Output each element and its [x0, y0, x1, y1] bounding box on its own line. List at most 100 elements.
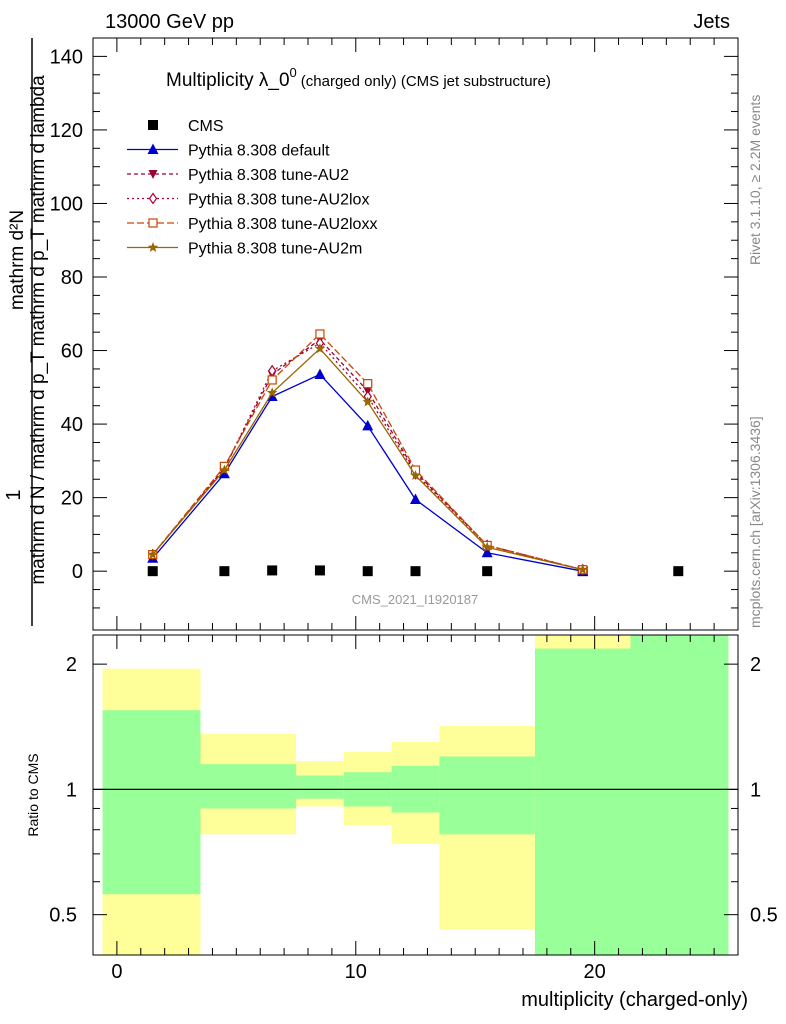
series-line — [152, 347, 583, 571]
ratio-y-tick-label-right: 1 — [750, 779, 761, 801]
series-line — [152, 373, 583, 572]
series-line — [152, 338, 583, 571]
legend-entry: Pythia 8.308 tune-AU2lox — [127, 192, 369, 209]
legend-entry: Pythia 8.308 default — [127, 143, 330, 160]
ratio-band-inner — [534, 648, 631, 955]
series-3 — [148, 337, 587, 576]
legend-entry: Pythia 8.308 tune-AU2loxx — [127, 216, 377, 233]
header-energy-label: 13000 GeV pp — [105, 11, 234, 33]
data-point — [481, 546, 493, 558]
y-label-numerator: mathrm d²N — [7, 210, 28, 310]
ratio-y-axis-title: Ratio to CMS — [25, 753, 41, 836]
legend-marker — [147, 143, 159, 154]
legend-label: Pythia 8.308 tune-AU2loxx — [188, 216, 377, 233]
legend: CMS Pythia 8.308 default Pythia 8.308 tune… — [127, 118, 377, 258]
ratio-band-inner — [102, 710, 201, 895]
data-point — [219, 464, 230, 475]
legend-marker — [148, 192, 158, 205]
data-point — [362, 396, 373, 407]
ratio-plot-panel: 0.5 0.5 1 1 2 2 0 10 20 Ratio to CMS multiplici… — [25, 634, 778, 1011]
y-label-prefix: 1 — [3, 489, 25, 500]
plot-title-sup: 0 — [290, 65, 297, 80]
main-y-tick-label: 120 — [50, 120, 83, 142]
ratio-y-tick-label-right: 0.5 — [750, 905, 778, 927]
plot-title-main: Multiplicity λ_0 — [166, 70, 290, 91]
data-point — [410, 566, 421, 577]
main-y-tick-label: 40 — [61, 414, 83, 436]
data-point — [410, 493, 421, 504]
main-y-axis-title: 1 mathrm d²N mathrm d N / mathrm d p_T m… — [3, 38, 49, 626]
main-plot-frame — [92, 37, 739, 631]
x-tick-label: 20 — [584, 961, 606, 983]
series-line — [152, 333, 583, 571]
ratio-y-tick-label-right: 2 — [750, 654, 761, 676]
header-jets-label: Jets — [693, 11, 730, 33]
data-point — [314, 343, 326, 354]
legend-label: Pythia 8.308 tune-AU2lox — [188, 192, 369, 209]
legend-marker — [148, 170, 158, 179]
legend-marker — [148, 120, 158, 130]
plot-title-tail: (charged only) (CMS jet substructure) — [301, 73, 551, 90]
ratio-bands-group — [93, 635, 738, 955]
data-point — [147, 549, 158, 560]
ratio-y-tick-label: 1 — [66, 779, 77, 801]
data-point — [577, 564, 588, 575]
ratio-band-inner — [200, 764, 297, 809]
x-tick-label: 10 — [345, 961, 367, 983]
main-y-tick-label: 80 — [61, 267, 83, 289]
plot-title: Multiplicity λ_00 (charged only) (CMS jet… — [166, 65, 551, 91]
data-point — [219, 566, 230, 577]
x-tick-label: 0 — [111, 961, 122, 983]
legend-label: Pythia 8.308 default — [188, 143, 330, 160]
main-y-axis: 0 20 40 60 80 100 120 140 — [50, 37, 738, 609]
legend-entry: CMS — [148, 118, 224, 135]
series-4 — [148, 329, 588, 575]
mcplots-label: mcplots.cern.ch [arXiv:1306.3436] — [747, 416, 763, 628]
data-point — [267, 565, 278, 576]
ratio-band-inner — [296, 775, 344, 799]
data-point — [147, 566, 158, 577]
main-y-tick-label: 100 — [50, 193, 83, 215]
legend-label: Pythia 8.308 tune-AU2 — [188, 167, 349, 184]
ratio-band-inner — [439, 756, 535, 835]
main-y-tick-label: 140 — [50, 46, 83, 68]
legend-entry: Pythia 8.308 tune-AU2 — [127, 167, 349, 184]
data-point — [362, 566, 373, 577]
series-0 — [147, 565, 684, 577]
analysis-id-label: CMS_2021_I1920187 — [352, 592, 479, 607]
data-point — [314, 565, 325, 576]
y-label-denominator: mathrm d N / mathrm d p_T mathrm d p_T m… — [28, 75, 49, 585]
series-5 — [147, 343, 588, 575]
main-y-tick-label: 20 — [61, 488, 83, 510]
data-point — [362, 419, 374, 431]
main-y-tick-label: 0 — [72, 561, 83, 583]
x-axis-title: multiplicity (charged-only) — [521, 989, 748, 1011]
data-point — [482, 566, 493, 577]
legend-label: CMS — [188, 118, 224, 135]
ratio-plot-frame — [92, 634, 739, 956]
ratio-x-axis: 0 10 20 — [111, 635, 715, 983]
ratio-y-tick-label: 2 — [66, 654, 77, 676]
main-y-tick-label: 60 — [61, 341, 83, 363]
data-point — [363, 379, 373, 389]
series-line — [152, 342, 583, 571]
rivet-version-label: Rivet 3.1.10, ≥ 2.2M events — [747, 95, 763, 265]
ratio-y-tick-label: 0.5 — [49, 905, 77, 927]
ratio-y-axis: 0.5 0.5 1 1 2 2 — [49, 654, 778, 927]
legend-label: Pythia 8.308 tune-AU2m — [188, 241, 362, 258]
data-point — [673, 566, 684, 577]
ratio-band-inner — [630, 635, 729, 955]
legend-entry: Pythia 8.308 tune-AU2m — [127, 241, 362, 258]
data-point — [315, 329, 325, 339]
main-x-axis — [116, 38, 715, 630]
main-series-group — [147, 329, 684, 577]
data-point — [410, 470, 421, 480]
data-point — [481, 541, 493, 552]
data-point — [266, 387, 278, 398]
data-point — [314, 368, 326, 379]
legend-marker — [148, 218, 158, 228]
data-point — [267, 375, 277, 385]
legend-marker — [147, 242, 159, 252]
